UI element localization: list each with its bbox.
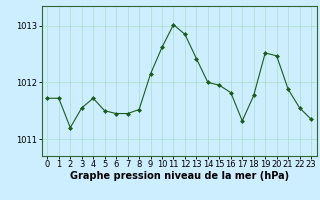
X-axis label: Graphe pression niveau de la mer (hPa): Graphe pression niveau de la mer (hPa) bbox=[70, 171, 289, 181]
